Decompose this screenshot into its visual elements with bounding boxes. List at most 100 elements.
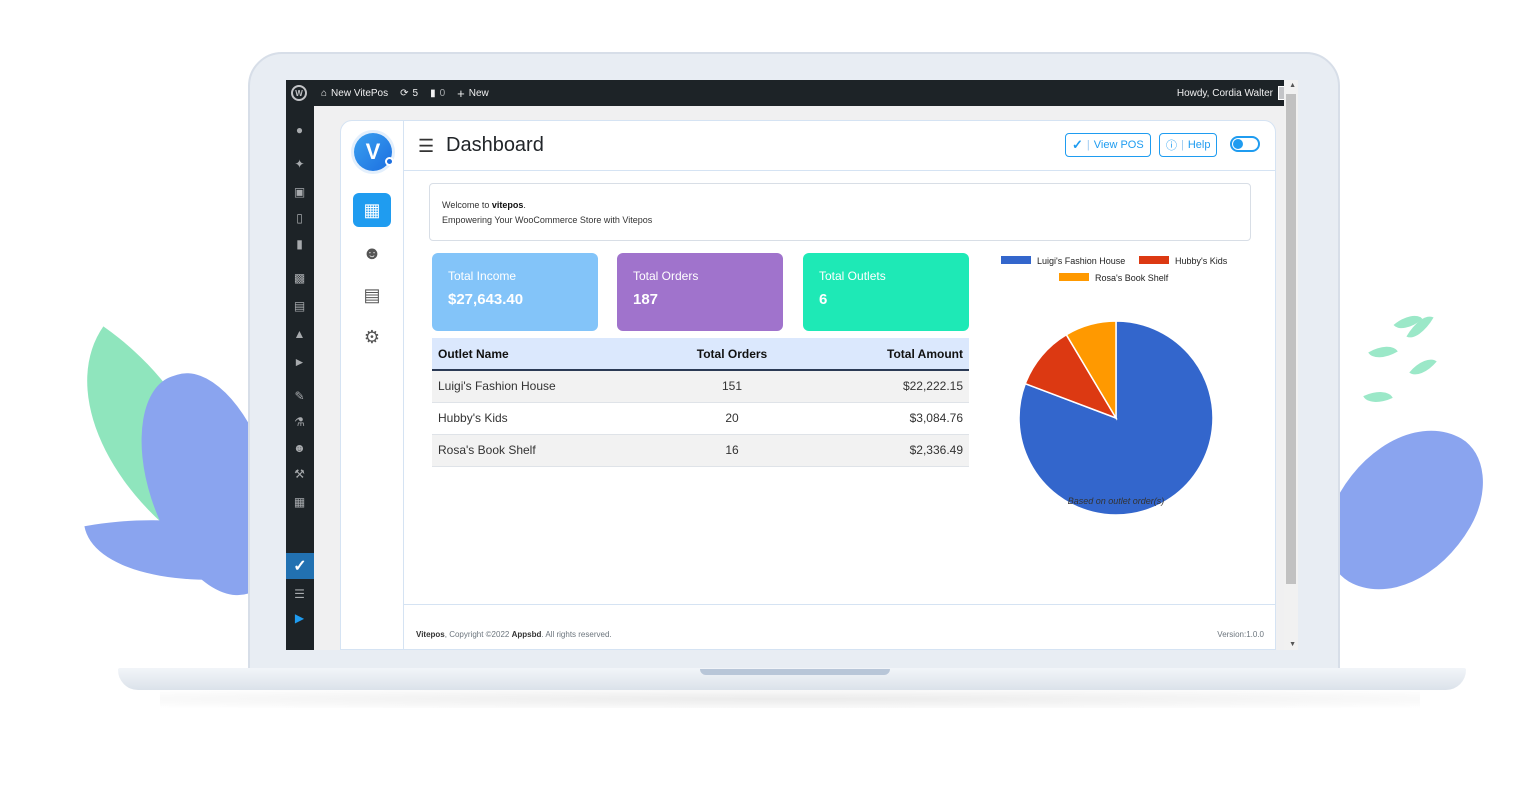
comments-link[interactable]: ▮ 0 (424, 80, 451, 106)
chart-caption: Based on outlet order(s) (1067, 496, 1165, 506)
stat-card-income: Total Income $27,643.40 (432, 253, 598, 331)
total-amount-cell: $3,084.76 (832, 402, 969, 435)
wordpress-logo-icon[interactable]: W (291, 85, 307, 101)
welcome-box: Welcome to vitepos. Empowering Your WooC… (429, 183, 1251, 241)
separator: | (1086, 139, 1090, 151)
site-name-link[interactable]: ⌂ New VitePos (315, 80, 394, 106)
footer-company: Appsbd (511, 630, 542, 639)
media-icon[interactable]: ▣ (293, 185, 306, 199)
welcome-brand: vitepos (491, 200, 524, 210)
scrollbar[interactable]: ▲ ▼ (1284, 80, 1298, 650)
howdy-label: Howdy, Cordia Walter (1176, 87, 1273, 99)
dashboard-icon[interactable]: ● (295, 123, 304, 137)
legend-label[interactable]: Rosa's Book Shelf (1095, 273, 1169, 283)
legend-swatch (1059, 273, 1089, 281)
column-header-total-orders: Total Orders (632, 338, 832, 371)
store-icon: ▤ (363, 284, 381, 305)
total-orders-cell: 16 (632, 434, 832, 467)
column-header-total-amount: Total Amount (832, 338, 969, 371)
page-title: Dashboard (446, 134, 544, 156)
users-icon: ☻ (362, 242, 382, 263)
scroll-up-icon[interactable]: ▲ (1289, 82, 1296, 89)
pages-icon[interactable]: ▯ (296, 211, 303, 225)
separator: | (1181, 139, 1184, 151)
screen: W ⌂ New VitePos ⟳ 5 ▮ 0 + New Howdy, Cor… (286, 80, 1298, 650)
outlet-name-cell: Hubby's Kids (432, 402, 632, 435)
total-amount-cell: $2,336.49 (832, 434, 969, 467)
outlet-name-cell: Rosa's Book Shelf (432, 434, 632, 467)
decorative-sprig (1368, 339, 1398, 365)
theme-toggle[interactable] (1230, 136, 1260, 152)
welcome-tagline: Empowering Your WooCommerce Store with V… (442, 215, 653, 225)
scroll-down-icon[interactable]: ▼ (1289, 641, 1296, 648)
stat-label: Total Orders (633, 269, 699, 283)
total-amount-cell: $22,222.15 (832, 370, 969, 403)
app-footer: Vitepos, Copyright ©2022 Appsbd. All rig… (404, 604, 1276, 650)
scroll-thumb[interactable] (1286, 94, 1296, 584)
woo-icon[interactable]: ▩ (293, 271, 306, 285)
updates-link[interactable]: ⟳ 5 (394, 80, 424, 106)
new-content-link[interactable]: + New (451, 80, 495, 106)
account-menu[interactable]: Howdy, Cordia Walter (1177, 86, 1298, 100)
users-icon[interactable]: ☻ (293, 441, 306, 455)
legend-label[interactable]: Luigi's Fashion House (1037, 256, 1125, 266)
home-icon: ⌂ (321, 87, 328, 99)
view-pos-button[interactable]: ✓ | View POS (1065, 133, 1151, 157)
app-sidebar: V ▦ ☻ ▤ ⚙ (341, 121, 404, 650)
comment-icon: ▮ (430, 87, 436, 99)
welcome-suffix: . (523, 200, 526, 210)
products-icon[interactable]: ▤ (293, 299, 306, 313)
plugins-icon[interactable]: ⚗ (294, 415, 305, 429)
copyright-text: Vitepos, Copyright ©2022 Appsbd. All rig… (416, 630, 612, 639)
analytics-icon[interactable]: ▲ (293, 327, 306, 341)
table-row: Luigi's Fashion House 151 $22,222.15 (432, 370, 969, 403)
footer-copyright-mid: , Copyright ©2022 (444, 630, 512, 639)
marketing-icon[interactable]: ► (293, 355, 306, 369)
legend-swatch (1139, 256, 1169, 264)
decorative-sprig (1363, 385, 1393, 409)
outlet-table: Outlet Name Total Orders Total Amount Lu… (432, 338, 969, 467)
translate-icon[interactable]: ☰ (294, 587, 305, 601)
site-name-label: New VitePos (331, 87, 389, 99)
outlet-name-cell: Luigi's Fashion House (432, 370, 632, 403)
settings-icon[interactable]: ▦ (293, 495, 306, 509)
sidebar-item-settings[interactable]: ⚙ (353, 320, 391, 354)
theme-toggle-knob (1233, 139, 1243, 149)
stat-label: Total Income (448, 269, 517, 283)
wp-admin-menu: ● ✦ ▣ ▯ ▮ ▩ ▤ ▲ ► ✎ ⚗ ☻ ⚒ ▦ ✓ ☰ ▶ (286, 106, 314, 650)
hamburger-menu-icon[interactable]: ☰ (418, 136, 435, 156)
updates-count: 5 (412, 87, 419, 99)
laptop-notch (700, 669, 890, 675)
sidebar-item-dashboard[interactable]: ▦ (353, 193, 391, 227)
decorative-sprig (1409, 352, 1437, 382)
tools-icon[interactable]: ⚒ (294, 467, 305, 481)
legend-label[interactable]: Hubby's Kids (1175, 256, 1228, 266)
legend-swatch (1001, 256, 1031, 264)
dashboard-chart-icon: ▦ (363, 199, 381, 220)
comments-icon[interactable]: ▮ (296, 237, 303, 251)
table-header-row: Outlet Name Total Orders Total Amount (432, 338, 969, 371)
column-header-outlet-name: Outlet Name (432, 338, 632, 371)
admin-bar: W ⌂ New VitePos ⟳ 5 ▮ 0 + New Howdy, Cor… (286, 80, 1298, 106)
gear-icon: ⚙ (363, 326, 381, 347)
stat-value: 6 (819, 291, 828, 308)
app-header: ☰ Dashboard ✓ | View POS ⓘ | Help (404, 121, 1276, 171)
plus-icon: + (457, 85, 465, 101)
pin-icon[interactable]: ✦ (294, 157, 305, 171)
play-icon[interactable]: ▶ (294, 611, 305, 625)
sidebar-item-users[interactable]: ☻ (353, 236, 391, 270)
pie-slice[interactable] (1065, 320, 1117, 421)
laptop-shadow (160, 690, 1420, 708)
help-button[interactable]: ⓘ | Help (1159, 133, 1218, 157)
outlet-orders-pie-chart: Luigi's Fashion House Hubby's Kids Rosa's … (1001, 256, 1228, 516)
total-orders-cell: 151 (632, 370, 832, 403)
stat-value: $27,643.40 (448, 291, 524, 308)
vitepos-check-icon: ✓ (1072, 137, 1083, 152)
laptop-base (118, 668, 1466, 690)
vitepos-menu-icon[interactable]: ✓ (286, 553, 314, 579)
vitepos-app: V ▦ ☻ ▤ ⚙ ☰ Dashboard ✓ (340, 120, 1276, 650)
stat-value: 187 (633, 291, 659, 308)
refresh-icon: ⟳ (400, 87, 409, 99)
appearance-icon[interactable]: ✎ (294, 389, 305, 403)
sidebar-item-outlets[interactable]: ▤ (353, 278, 391, 312)
